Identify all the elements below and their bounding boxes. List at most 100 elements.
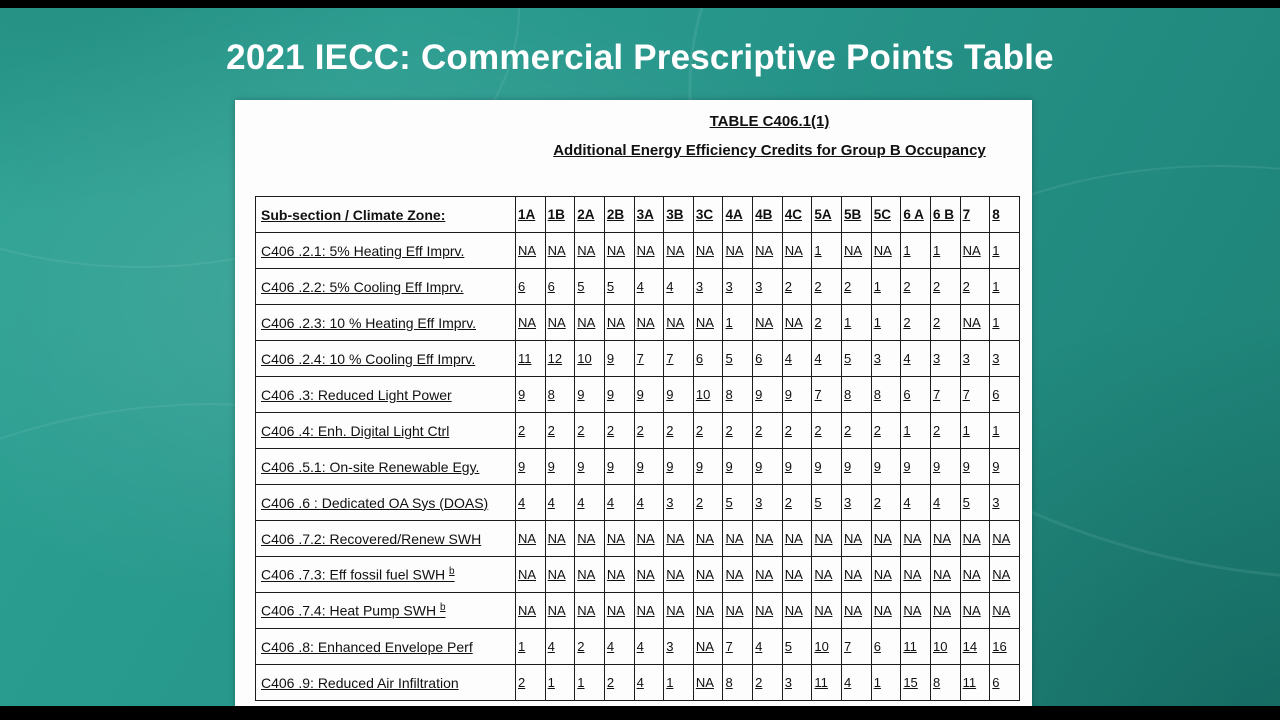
value-cell: NA <box>929 520 961 557</box>
value-cell: 1 <box>870 268 902 305</box>
value-cell: 6 <box>692 340 724 377</box>
table-title-block: TABLE C406.1(1) Additional Energy Effici… <box>235 100 1032 159</box>
value-cell: NA <box>752 520 783 557</box>
value-cell: 1 <box>900 232 931 269</box>
table-row: C406 .5.1: On-site Renewable Egy. 9 9 9 9 9 9 9… <box>255 448 1020 485</box>
value-cell: 5 <box>841 340 872 377</box>
value-cell: 1 <box>544 664 576 701</box>
value-cell: 9 <box>663 376 694 413</box>
value-cell: NA <box>663 520 694 557</box>
value-cell: 2 <box>633 412 665 449</box>
value-cell: 4 <box>841 664 872 701</box>
zone-header-row: Sub-section / Climate Zone: 1A 1B 2A 2B 3A 3B… <box>255 196 1020 233</box>
value-cell: 1 <box>722 304 754 341</box>
value-cell: 14 <box>959 628 991 665</box>
value-cell: 2 <box>811 412 843 449</box>
value-cell: 2 <box>603 412 635 449</box>
value-cell: NA <box>544 592 576 629</box>
value-cell: 4 <box>633 628 665 665</box>
table-row: C406 .7.2: Recovered/Renew SWH NA NA NA NA NA… <box>255 520 1020 557</box>
value-cell: 9 <box>989 448 1020 485</box>
value-cell: NA <box>900 592 931 629</box>
value-cell: 5 <box>959 484 991 521</box>
value-cell: 6 <box>989 376 1020 413</box>
value-cell: 4 <box>515 484 546 521</box>
table-row: C406 .3: Reduced Light Power 9 8 9 9 9 9 10 8 9 9 7… <box>255 376 1020 413</box>
value-cell: 1 <box>663 664 694 701</box>
value-cell: 7 <box>959 376 991 413</box>
value-cell: NA <box>633 232 665 269</box>
row-label: C406 .7.3: Eff fossil fuel SWH b <box>255 556 516 593</box>
value-cell: 9 <box>752 448 783 485</box>
table-row: C406 .7.3: Eff fossil fuel SWH b NA NA NA NA… <box>255 556 1020 593</box>
value-cell: 4 <box>752 628 783 665</box>
value-cell: NA <box>663 592 694 629</box>
value-cell: 2 <box>929 304 961 341</box>
value-cell: 4 <box>663 268 694 305</box>
row-label: C406 .2.3: 10 % Heating Eff Imprv. <box>255 304 516 341</box>
value-cell: NA <box>692 304 724 341</box>
value-cell: NA <box>663 304 694 341</box>
value-cell: 9 <box>900 448 931 485</box>
value-cell: 4 <box>633 484 665 521</box>
value-cell: 5 <box>811 484 843 521</box>
value-cell: 3 <box>989 484 1020 521</box>
value-cell: 1 <box>870 304 902 341</box>
value-cell: 6 <box>870 628 902 665</box>
value-cell: NA <box>544 232 576 269</box>
value-cell: 9 <box>515 376 546 413</box>
value-cell: NA <box>515 232 546 269</box>
value-cell: 4 <box>544 484 576 521</box>
footnote-marker: b <box>439 602 446 614</box>
row-label: C406 .7.2: Recovered/Renew SWH <box>255 520 516 557</box>
value-cell: NA <box>870 556 902 593</box>
value-cell: 3 <box>959 340 991 377</box>
value-cell: NA <box>692 520 724 557</box>
value-cell: NA <box>692 628 724 665</box>
value-cell: 2 <box>870 412 902 449</box>
value-cell: 3 <box>722 268 754 305</box>
value-cell: NA <box>959 232 991 269</box>
value-cell: NA <box>544 304 576 341</box>
value-cell: 3 <box>752 484 783 521</box>
zone-header-cell: 5B <box>841 196 872 233</box>
value-cell: 8 <box>870 376 902 413</box>
value-cell: 4 <box>900 340 931 377</box>
value-cell: 2 <box>781 268 813 305</box>
value-cell: 9 <box>722 448 754 485</box>
value-cell: NA <box>900 556 931 593</box>
value-cell: NA <box>752 556 783 593</box>
value-cell: 2 <box>515 664 546 701</box>
value-cell: NA <box>603 592 635 629</box>
value-cell: NA <box>692 664 724 701</box>
value-cell: NA <box>781 304 813 341</box>
value-cell: 10 <box>692 376 724 413</box>
value-cell: 8 <box>544 376 576 413</box>
value-cell: 4 <box>781 340 813 377</box>
value-cell: 1 <box>929 232 961 269</box>
value-cell: 9 <box>544 448 576 485</box>
credits-table: Sub-section / Climate Zone: 1A 1B 2A 2B 3A 3B… <box>255 196 1020 701</box>
value-cell: 2 <box>781 412 813 449</box>
value-cell: NA <box>722 556 754 593</box>
value-cell: 3 <box>929 340 961 377</box>
value-cell: 4 <box>811 340 843 377</box>
value-cell: NA <box>633 520 665 557</box>
value-cell: 9 <box>781 376 813 413</box>
credits-table-body: C406 .2.1: 5% Heating Eff Imprv. NA NA NA NA… <box>255 232 1020 701</box>
value-cell: 3 <box>989 340 1020 377</box>
value-cell: 3 <box>870 340 902 377</box>
row-label: C406 .8: Enhanced Envelope Perf <box>255 628 516 665</box>
value-cell: 8 <box>722 664 754 701</box>
value-cell: 4 <box>603 484 635 521</box>
value-cell: 2 <box>811 268 843 305</box>
value-cell: 9 <box>663 448 694 485</box>
value-cell: 4 <box>929 484 961 521</box>
value-cell: 7 <box>841 628 872 665</box>
value-cell: NA <box>959 304 991 341</box>
value-cell: NA <box>603 304 635 341</box>
value-cell: 11 <box>900 628 931 665</box>
value-cell: 3 <box>781 664 813 701</box>
zone-header-cell: 4A <box>722 196 754 233</box>
zone-header-cell: 3A <box>633 196 665 233</box>
